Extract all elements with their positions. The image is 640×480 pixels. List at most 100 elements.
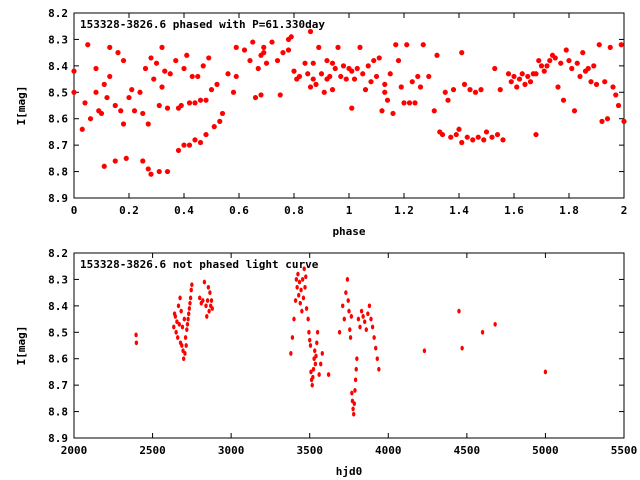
data-point [354,366,358,372]
data-point [357,44,363,50]
data-point [363,319,367,325]
data-point [533,131,539,138]
y-tick-label: 8.3 [48,33,68,46]
data-point [345,277,350,282]
data-point [621,118,627,124]
data-point [384,97,391,103]
data-point [129,87,135,93]
x-tick-label: 1.4 [449,204,469,217]
data-point [544,63,550,69]
plot-frame [73,12,625,199]
y-tick-label: 8.4 [48,300,68,313]
data-point [233,73,239,80]
data-point [317,372,321,377]
data-point [162,68,168,74]
data-point [610,84,616,90]
data-point [315,329,320,335]
data-point [176,335,180,340]
data-point [101,163,107,169]
data-point [516,76,523,82]
data-point [483,129,490,135]
data-point [355,356,359,362]
data-point [351,76,358,82]
data-point [137,89,143,95]
y-tick-label: 8.6 [48,113,68,126]
data-point [453,131,459,138]
data-point [241,47,248,53]
data-point [306,316,310,322]
data-point [604,116,611,122]
data-point [184,52,190,58]
data-point [159,44,165,50]
data-point [342,316,346,322]
data-point [295,284,299,290]
data-point [261,44,267,50]
data-point [321,89,327,95]
data-point [293,298,298,303]
data-point [538,63,545,69]
data-point [311,366,316,372]
data-point [596,42,602,48]
x-tick-label: 4000 [375,444,402,457]
data-point [492,65,498,72]
data-point [188,300,192,306]
data-point [461,81,468,87]
data-point [258,92,264,98]
data-point [558,60,564,66]
data-point [478,87,484,93]
data-point [343,76,349,82]
data-point [511,73,517,80]
data-point [460,345,464,351]
x-tick-label: 1 [346,204,353,217]
data-point [93,65,99,72]
y-tick-label: 8.9 [48,432,68,445]
x-axis-label: phase [332,225,365,238]
y-tick-label: 8.2 [48,247,68,260]
x-tick-label: 3000 [218,444,245,457]
data-point [167,71,173,77]
data-point [497,87,503,93]
data-point [98,110,105,117]
data-point [353,388,357,393]
data-point [112,158,118,164]
data-point [145,166,151,172]
data-point [390,110,396,117]
data-point [313,361,318,367]
data-point [372,335,376,340]
data-point [294,277,299,282]
data-point [302,266,306,272]
data-point [607,44,613,50]
data-point [291,68,297,74]
data-point [374,345,378,351]
data-point [489,134,495,140]
data-point [205,298,210,303]
data-point [375,356,379,362]
data-point [297,292,301,298]
data-point [393,42,399,48]
data-point [101,81,107,87]
data-point [426,73,432,80]
data-point [200,63,206,69]
data-point [115,50,121,56]
y-tick-label: 8.5 [48,86,68,99]
data-point [376,55,382,61]
data-point [300,308,304,314]
data-point [156,102,162,109]
data-point [184,343,188,348]
data-point [459,50,465,56]
data-point [134,332,138,338]
plot-frame [73,252,625,439]
data-point [412,100,418,106]
data-point [308,337,312,343]
data-point [552,55,558,61]
data-point [362,87,369,93]
data-point [211,124,217,130]
data-point [299,287,303,293]
data-point [277,92,283,98]
y-tick-label: 8.9 [48,192,68,205]
data-point [185,321,190,327]
data-point [307,329,311,335]
data-point [329,87,336,93]
data-point [340,63,347,69]
